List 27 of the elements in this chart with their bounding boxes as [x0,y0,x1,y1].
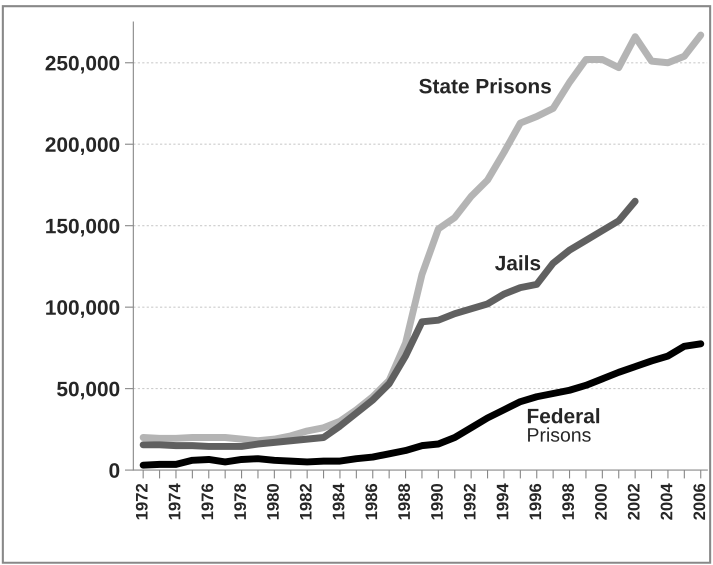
y-tick-label: 250,000 [46,56,120,74]
x-tick-label: 1972 [136,484,148,520]
y-tick-label: 0 [109,463,120,478]
y-tick-label: 50,000 [57,382,120,400]
x-tick-label: 1976 [201,484,214,520]
x-tick-label: 2006 [693,484,706,520]
x-tick-label: 1978 [234,484,246,520]
x-tick-label: 1998 [562,484,574,520]
x-tick-label: 1990 [431,484,443,520]
x-tick-label: 1974 [168,483,180,520]
x-tick-label: 1980 [267,484,279,520]
y-tick-label: 100,000 [46,300,120,318]
x-tick-label: 1982 [300,484,312,520]
y-tick-label: 200,000 [46,137,120,156]
x-tick-label: 1994 [496,483,508,520]
x-tick-label: 2000 [595,484,607,520]
series-label: State Prisons [419,78,551,94]
y-tick-label: 150,000 [46,218,120,236]
series-label: Federal Prisons [528,408,600,442]
x-tick-label: 1992 [464,484,476,520]
x-tick-label: 2004 [660,483,672,520]
x-tick-label: 1986 [365,484,378,520]
series-label: Jails [495,255,540,270]
x-tick-label: 1996 [529,484,542,520]
x-tick-label: 1984 [332,483,344,520]
x-tick-label: 2002 [628,484,640,520]
x-tick-label: 1988 [398,484,410,520]
